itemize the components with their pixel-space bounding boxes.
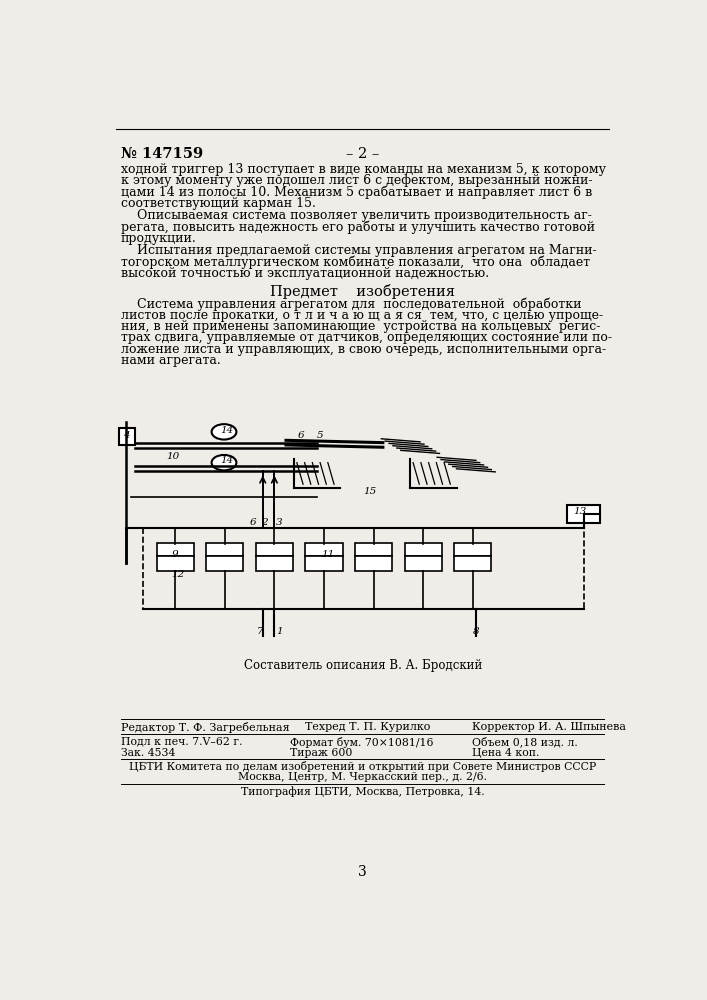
Text: Описываемая система позволяет увеличить производительность аг-: Описываемая система позволяет увеличить … (121, 209, 592, 222)
Text: листов после прокатки, о т л и ч а ю щ а я ся  тем, что, с целью упроще-: листов после прокатки, о т л и ч а ю щ а… (121, 309, 603, 322)
Text: Зак. 4534: Зак. 4534 (121, 748, 175, 758)
Text: Формат бум. 70×1081/16: Формат бум. 70×1081/16 (290, 737, 433, 748)
Text: 13: 13 (573, 507, 587, 516)
Text: 5: 5 (317, 431, 324, 440)
Bar (119, 428, 135, 445)
Text: Предмет    изобретения: Предмет изобретения (270, 284, 455, 299)
Text: 11: 11 (321, 550, 334, 559)
Text: 3: 3 (276, 518, 283, 527)
Text: ложение листа и управляющих, в свою очередь, исполнительными орга-: ложение листа и управляющих, в свою очер… (121, 343, 606, 356)
Text: 6: 6 (250, 518, 256, 527)
Text: 7: 7 (257, 627, 263, 636)
Text: Испытания предлагаемой системы управления агрегатом на Магни-: Испытания предлагаемой системы управлени… (121, 244, 597, 257)
Text: – 2 –: – 2 – (346, 147, 380, 161)
Bar (143, 528, 585, 609)
Text: Составитель описания В. А. Бродский: Составитель описания В. А. Бродский (243, 659, 482, 672)
Bar (256, 556, 293, 571)
Text: 15: 15 (363, 487, 377, 496)
Text: Подл к печ. 7.V–62 г.: Подл к печ. 7.V–62 г. (121, 737, 243, 747)
Text: Техред Т. П. Курилко: Техред Т. П. Курилко (305, 722, 431, 732)
Text: тогорском металлургическом комбинате показали,  что она  обладает: тогорском металлургическом комбинате пок… (121, 256, 590, 269)
Text: 9: 9 (172, 550, 179, 559)
Text: соответствующий карман 15.: соответствующий карман 15. (121, 197, 316, 210)
Text: 8: 8 (473, 627, 479, 636)
Text: высокой точностью и эксплуатационной надежностью.: высокой точностью и эксплуатационной над… (121, 267, 489, 280)
Text: 12: 12 (171, 570, 185, 579)
Bar (305, 544, 343, 556)
Bar (206, 556, 243, 571)
Bar (454, 556, 491, 571)
Bar (355, 556, 392, 571)
Text: продукции.: продукции. (121, 232, 197, 245)
Text: 10: 10 (166, 452, 179, 461)
Bar (156, 544, 194, 556)
Text: Объем 0,18 изд. л.: Объем 0,18 изд. л. (472, 737, 578, 748)
Text: трах сдвига, управляемые от датчиков, определяющих состояние или по-: трах сдвига, управляемые от датчиков, оп… (121, 331, 612, 344)
Ellipse shape (211, 455, 236, 470)
Bar (355, 544, 392, 556)
Text: ния, в ней применены запоминающие  устройства на кольцевых  регис-: ния, в ней применены запоминающие устрой… (121, 320, 600, 333)
Ellipse shape (211, 424, 236, 440)
Text: № 147159: № 147159 (121, 147, 203, 161)
Text: 14: 14 (220, 426, 233, 435)
Text: цами 14 из полосы 10. Механизм 5 срабатывает и направляет лист 6 в: цами 14 из полосы 10. Механизм 5 срабаты… (121, 185, 592, 199)
Bar (404, 544, 442, 556)
Bar (567, 505, 600, 523)
Text: Редактор Т. Ф. Загребельная: Редактор Т. Ф. Загребельная (121, 722, 290, 733)
Bar (404, 556, 442, 571)
Text: Москва, Центр, М. Черкасский пер., д. 2/6.: Москва, Центр, М. Черкасский пер., д. 2/… (238, 772, 487, 782)
Text: ЦБТИ Комитета по делам изобретений и открытий при Совете Министров СССР: ЦБТИ Комитета по делам изобретений и отк… (129, 761, 596, 772)
Bar (206, 544, 243, 556)
Text: 4: 4 (123, 431, 130, 440)
Text: нами агрегата.: нами агрегата. (121, 354, 221, 367)
Text: Корректор И. А. Шпынева: Корректор И. А. Шпынева (472, 722, 626, 732)
Bar (156, 556, 194, 571)
Text: 6: 6 (298, 431, 304, 440)
Text: Система управления агрегатом для  последовательной  обработки: Система управления агрегатом для последо… (121, 298, 581, 311)
Text: 3: 3 (358, 865, 367, 879)
Bar (305, 556, 343, 571)
Bar (256, 544, 293, 556)
Text: регата, повысить надежность его работы и улучшить качество готовой: регата, повысить надежность его работы и… (121, 220, 595, 234)
Text: Тираж 600: Тираж 600 (290, 748, 352, 758)
Text: 14: 14 (220, 456, 233, 465)
Text: ходной триггер 13 поступает в виде команды на механизм 5, к которому: ходной триггер 13 поступает в виде коман… (121, 163, 606, 176)
Bar (454, 544, 491, 556)
Text: Цена 4 коп.: Цена 4 коп. (472, 748, 539, 758)
Text: 1: 1 (276, 627, 283, 636)
Text: Типография ЦБТИ, Москва, Петровка, 14.: Типография ЦБТИ, Москва, Петровка, 14. (241, 786, 484, 797)
Text: 2: 2 (261, 518, 268, 527)
Text: к этому моменту уже подошел лист 6 с дефектом, вырезанный ножни-: к этому моменту уже подошел лист 6 с деф… (121, 174, 592, 187)
